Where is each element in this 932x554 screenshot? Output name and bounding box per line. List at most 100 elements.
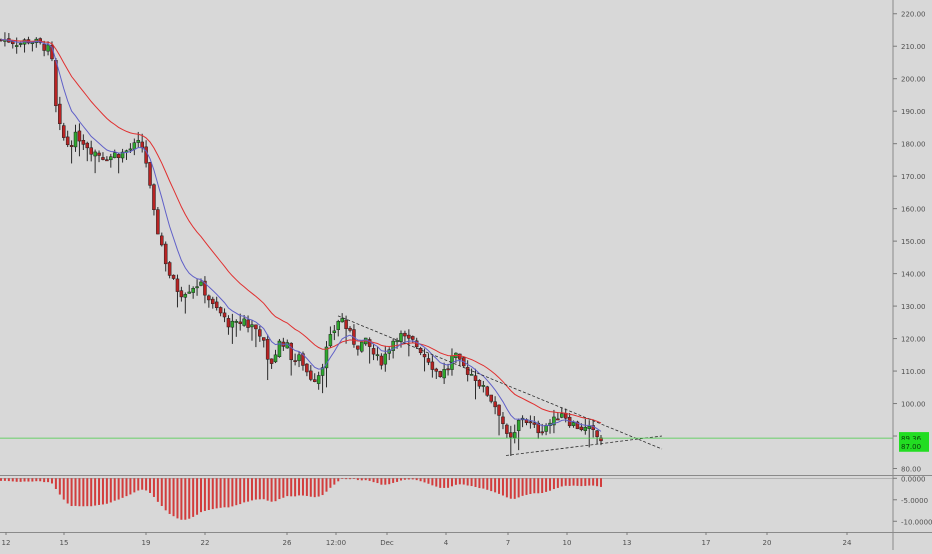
price-tick-label: 130.00 (901, 303, 926, 311)
candle-down (148, 162, 152, 186)
oscillator-bar (572, 478, 575, 486)
candle-down (407, 334, 411, 339)
oscillator-bar (360, 478, 363, 481)
oscillator-bar (39, 478, 42, 482)
oscillator-bar (94, 478, 97, 506)
candle-down (261, 337, 266, 341)
oscillator-bar (137, 478, 140, 491)
candle-down (171, 274, 176, 279)
candle-down (218, 307, 223, 314)
time-tick-label: Dec (380, 539, 394, 547)
oscillator-bar (576, 478, 579, 486)
candle-down (226, 318, 231, 328)
candle-up (30, 42, 35, 45)
candle-up (328, 334, 333, 347)
oscillator-bar (149, 478, 152, 493)
oscillator-bar (290, 478, 293, 497)
candle-down (356, 345, 360, 350)
candle-down (489, 394, 493, 402)
candle-down (509, 432, 513, 438)
oscillator-tick-label: -10.0000 (901, 518, 932, 526)
oscillator-bar (172, 478, 175, 517)
oscillator-bar (74, 478, 77, 506)
oscillator-bar (215, 478, 218, 509)
time-tick-label: 13 (623, 539, 632, 547)
candle-up (583, 426, 588, 431)
candle-down (38, 38, 42, 43)
oscillator-bar (47, 478, 50, 483)
candle-down (536, 422, 541, 434)
oscillator-bar (380, 478, 383, 485)
oscillator-bar (125, 478, 128, 497)
oscillator-bar (7, 478, 10, 482)
oscillator-bar (329, 478, 332, 488)
oscillator-bar (270, 478, 273, 502)
candle-up (332, 330, 337, 334)
candle-down (575, 421, 580, 430)
last-price-label: 89.36 (901, 435, 922, 443)
candle-down (207, 295, 211, 301)
candle-down (160, 235, 164, 246)
candle-up (552, 416, 556, 426)
oscillator-bar (596, 478, 599, 487)
oscillator-bar (43, 478, 46, 483)
oscillator-bar (211, 478, 214, 510)
price-tick-label: 100.00 (901, 401, 926, 409)
oscillator-bar (521, 478, 524, 496)
oscillator-bar (133, 478, 136, 493)
candle-up (375, 354, 380, 357)
candle-down (485, 386, 490, 396)
time-tick-label: 7 (506, 539, 510, 547)
candle-up (112, 152, 117, 158)
price-tick-label: 170.00 (901, 173, 926, 181)
oscillator-bar (419, 478, 422, 482)
oscillator-bar (552, 478, 555, 490)
price-tick-label: 210.00 (901, 43, 926, 51)
price-tick-label: 80.00 (901, 466, 921, 474)
oscillator-bar (368, 478, 371, 481)
oscillator-bar (294, 478, 297, 497)
oscillator-bar (580, 478, 583, 487)
candle-down (497, 404, 501, 416)
oscillator-bar (274, 478, 277, 502)
candle-down (532, 422, 537, 425)
oscillator-bar (223, 478, 226, 508)
oscillator-bar (541, 478, 544, 494)
oscillator-bar (447, 478, 450, 488)
oscillator-panel (0, 477, 893, 520)
oscillator-bar (301, 478, 304, 496)
oscillator-bar (78, 478, 81, 507)
oscillator-bar (376, 478, 379, 484)
candle-down (89, 147, 93, 155)
candle-down (265, 339, 270, 360)
oscillator-bar (403, 478, 406, 480)
oscillator-bar (415, 478, 418, 481)
price-tick-label: 140.00 (901, 271, 926, 279)
oscillator-bar (431, 478, 434, 486)
oscillator-bar (227, 478, 230, 508)
time-tick-label: 4 (444, 539, 449, 547)
oscillator-bar (333, 478, 336, 485)
oscillator-bar (529, 478, 532, 494)
oscillator-bar (556, 478, 559, 488)
oscillator-bar (243, 478, 246, 503)
candle-down (473, 375, 478, 381)
oscillator-bar (533, 478, 536, 494)
candle-up (297, 354, 301, 362)
candle-up (320, 367, 325, 376)
time-tick-label: 15 (60, 539, 69, 547)
candle-up (336, 321, 341, 330)
oscillator-bar (325, 478, 328, 492)
oscillator-bar (352, 478, 355, 479)
candle-up (340, 318, 344, 323)
oscillator-bar (454, 478, 457, 485)
candle-down (501, 416, 505, 424)
oscillator-bar (196, 478, 199, 515)
oscillator-bar (98, 478, 101, 505)
oscillator-bar (423, 478, 426, 483)
price-tick-label: 190.00 (901, 108, 926, 116)
oscillator-bar (141, 478, 144, 490)
candle-up (316, 375, 321, 384)
